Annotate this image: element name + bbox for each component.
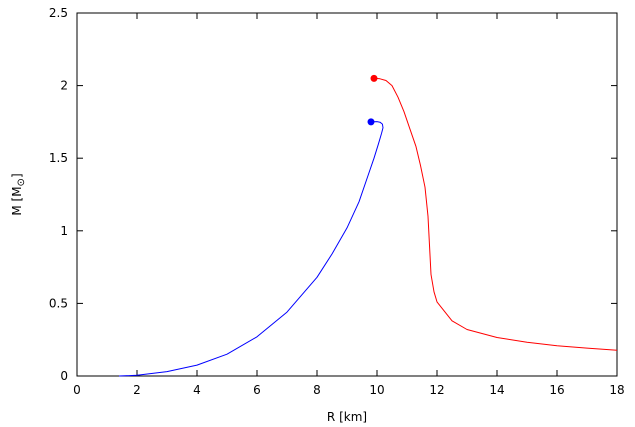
y-axis-label: M [M⊙] (10, 173, 27, 215)
x-tick-label: 4 (193, 383, 201, 397)
x-tick-label: 0 (73, 383, 81, 397)
x-tick-label: 6 (253, 383, 261, 397)
x-tick-label: 12 (429, 383, 444, 397)
y-axis-label-sun-symbol: ⊙ (16, 178, 27, 186)
series-line-1 (373, 77, 618, 351)
x-axis-ticks: 0 2 4 6 8 10 12 14 16 18 (73, 13, 625, 397)
y-axis-label-end: ] (10, 173, 24, 178)
series-end-marker-1 (370, 74, 378, 82)
y-tick-label: 0.5 (49, 296, 68, 310)
x-tick-label: 16 (549, 383, 564, 397)
series-line-0 (118, 121, 384, 377)
x-tick-label: 2 (133, 383, 141, 397)
plot-frame (76, 12, 618, 377)
series-end-marker-0 (367, 118, 375, 126)
x-tick-label: 10 (369, 383, 384, 397)
series-group (118, 74, 618, 377)
x-tick-label: 14 (489, 383, 504, 397)
y-axis-ticks: 0 0.5 1 1.5 2 2.5 (49, 6, 617, 383)
x-tick-label: 18 (609, 383, 624, 397)
y-tick-label: 2.5 (49, 6, 68, 20)
y-tick-label: 0 (60, 369, 68, 383)
y-axis-label-main: M [M (10, 186, 24, 215)
x-axis-label: R [km] (327, 410, 367, 424)
y-tick-label: 1 (60, 224, 68, 238)
x-tick-label: 8 (313, 383, 321, 397)
y-tick-label: 1.5 (49, 151, 68, 165)
y-tick-label: 2 (60, 79, 68, 93)
